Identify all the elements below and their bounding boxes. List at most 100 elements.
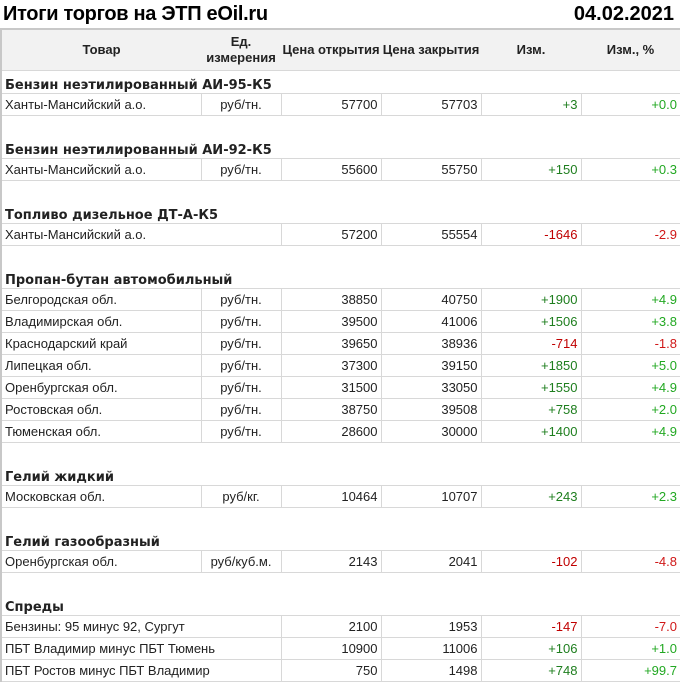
- unit-cell: руб/куб.м.: [200, 550, 281, 573]
- product-cell: Тюменская обл.: [1, 420, 201, 443]
- change-pct-cell: -1.8: [580, 332, 680, 355]
- table-row: Московская обл. руб/кг. 10464 10707 +243 +2.3: [1, 485, 680, 508]
- open-price-cell: 28600: [280, 420, 381, 443]
- table-row: Липецкая обл. руб/тн. 37300 39150 +1850 +5.0: [1, 354, 680, 377]
- change-pct-cell: +1.0: [580, 637, 680, 660]
- open-price-cell: 10900: [280, 637, 381, 660]
- close-price-cell: 2041: [380, 550, 481, 573]
- change-cell: +758: [480, 398, 581, 421]
- spacer-cell: [1, 246, 680, 267]
- close-price-cell: 57703: [380, 93, 481, 116]
- close-price-cell: 33050: [380, 376, 481, 399]
- product-cell: Оренбургская обл.: [1, 550, 201, 573]
- close-price-cell: 1953: [380, 615, 481, 638]
- trading-results-table: Товар Ед. измерения Цена открытия Цена з…: [0, 28, 680, 682]
- open-price-cell: 2143: [280, 550, 381, 573]
- product-cell: Ханты-Мансийский а.о.: [1, 223, 281, 246]
- change-pct-cell: +0.3: [580, 158, 680, 181]
- table-row: Ханты-Мансийский а.о. руб/тн. 55600 55750 +1…: [1, 158, 680, 181]
- unit-cell: руб/тн.: [200, 376, 281, 399]
- product-cell: Краснодарский край: [1, 332, 201, 355]
- spacer-row: [1, 508, 680, 529]
- unit-cell: руб/тн.: [200, 288, 281, 311]
- section-header: Спреды: [1, 593, 680, 616]
- header-unit: Ед. измерения: [201, 29, 281, 71]
- unit-cell: руб/тн.: [200, 332, 281, 355]
- spacer-cell: [1, 573, 680, 594]
- product-cell: Белгородская обл.: [1, 288, 201, 311]
- spacer-row: [1, 116, 680, 137]
- spacer-cell: [1, 116, 680, 137]
- spacer-row: [1, 181, 680, 202]
- section-header: Пропан-бутан автомобильный: [1, 266, 680, 289]
- open-price-cell: 38850: [280, 288, 381, 311]
- unit-cell: руб/тн.: [200, 420, 281, 443]
- change-cell: +243: [480, 485, 581, 508]
- table-row: Ростовская обл. руб/тн. 38750 39508 +758 +2.0: [1, 398, 680, 421]
- change-cell: -147: [480, 615, 581, 638]
- close-price-cell: 55750: [380, 158, 481, 181]
- table-row: ПБТ Владимир минус ПБТ Тюмень 10900 11006 +…: [1, 637, 680, 660]
- open-price-cell: 39500: [280, 310, 381, 333]
- spacer-cell: [1, 181, 680, 202]
- table-row: Краснодарский край руб/тн. 39650 38936 -714-…: [1, 332, 680, 355]
- product-cell: Ростовская обл.: [1, 398, 201, 421]
- header-close: Цена закрытия: [381, 29, 481, 71]
- unit-cell: руб/тн.: [200, 93, 281, 116]
- spacer-row: [1, 573, 680, 594]
- open-price-cell: 57700: [280, 93, 381, 116]
- section-title: Бензин неэтилированный АИ-92-К5: [5, 143, 272, 158]
- section-header: Топливо дизельное ДТ-А-К5: [1, 201, 680, 224]
- header-product: Товар: [1, 29, 201, 71]
- header-change-pct: Изм., %: [581, 29, 680, 71]
- table-row: Владимирская обл. руб/тн. 39500 41006 +1506 +…: [1, 310, 680, 333]
- close-price-cell: 39150: [380, 354, 481, 377]
- change-cell: -1646: [480, 223, 581, 246]
- product-cell: Владимирская обл.: [1, 310, 201, 333]
- open-price-cell: 10464: [280, 485, 381, 508]
- open-price-cell: 55600: [280, 158, 381, 181]
- close-price-cell: 30000: [380, 420, 481, 443]
- change-pct-cell: +0.0: [580, 93, 680, 116]
- change-cell: +150: [480, 158, 581, 181]
- change-pct-cell: +4.9: [580, 288, 680, 311]
- section-header: Гелий газообразный: [1, 528, 680, 551]
- change-cell: +1506: [480, 310, 581, 333]
- table-row: Бензины: 95 минус 92, Сургут 2100 1953 -147…: [1, 615, 680, 638]
- product-cell: ПБТ Ростов минус ПБТ Владимир: [1, 659, 281, 682]
- spacer-row: [1, 443, 680, 464]
- open-price-cell: 57200: [280, 223, 381, 246]
- product-cell: Ханты-Мансийский а.о.: [1, 158, 201, 181]
- section-title: Бензин неэтилированный АИ-95-К5: [5, 78, 272, 93]
- product-cell: ПБТ Владимир минус ПБТ Тюмень: [1, 637, 281, 660]
- table-header: Товар Ед. измерения Цена открытия Цена з…: [1, 29, 680, 71]
- open-price-cell: 37300: [280, 354, 381, 377]
- product-cell: Ханты-Мансийский а.о.: [1, 93, 201, 116]
- close-price-cell: 38936: [380, 332, 481, 355]
- open-price-cell: 39650: [280, 332, 381, 355]
- section-header: Бензин неэтилированный АИ-95-К5: [1, 71, 680, 94]
- change-pct-cell: +99.7: [580, 659, 680, 682]
- open-price-cell: 31500: [280, 376, 381, 399]
- change-cell: +1400: [480, 420, 581, 443]
- change-pct-cell: +2.3: [580, 485, 680, 508]
- table-row: Ханты-Мансийский а.о. 57200 55554 -1646 -2.9: [1, 223, 680, 246]
- open-price-cell: 38750: [280, 398, 381, 421]
- close-price-cell: 39508: [380, 398, 481, 421]
- spacer-cell: [1, 508, 680, 529]
- section-header: Бензин неэтилированный АИ-92-К5: [1, 136, 680, 159]
- change-cell: +1550: [480, 376, 581, 399]
- close-price-cell: 10707: [380, 485, 481, 508]
- change-cell: -102: [480, 550, 581, 573]
- change-cell: +1850: [480, 354, 581, 377]
- section-title: Гелий жидкий: [5, 470, 114, 485]
- table-row: Тюменская обл. руб/тн. 28600 30000 +1400 +4.9: [1, 420, 680, 443]
- table-row: Белгородская обл. руб/тн. 38850 40750 +1900 +…: [1, 288, 680, 311]
- change-cell: -714: [480, 332, 581, 355]
- section-header: Гелий жидкий: [1, 463, 680, 486]
- section-title: Спреды: [5, 600, 64, 615]
- change-cell: +1900: [480, 288, 581, 311]
- page-title: Итоги торгов на ЭТП eOil.ru: [3, 3, 268, 25]
- change-pct-cell: -2.9: [580, 223, 680, 246]
- change-cell: +3: [480, 93, 581, 116]
